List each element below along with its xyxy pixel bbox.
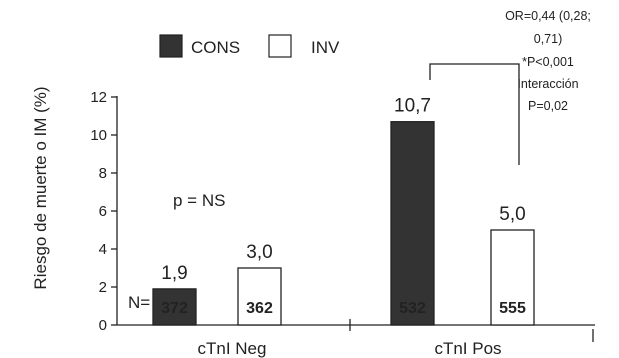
legend-swatch-inv	[268, 34, 292, 58]
annotation-p-ns: p = NS	[173, 191, 225, 210]
category-label-neg: cTnI Neg	[198, 339, 267, 358]
n-label-inv-pos: 555	[499, 300, 526, 317]
category-label-pos: cTnI Pos	[434, 339, 501, 358]
y-tick-label: 2	[99, 279, 107, 296]
y-ticks: 0 2 4 6 8 10 12	[90, 89, 117, 334]
bar-inv-neg	[237, 267, 282, 326]
value-label-cons-pos: 10,7	[394, 96, 431, 117]
value-label-inv-neg: 3,0	[246, 242, 272, 263]
value-label-inv-pos: 5,0	[499, 204, 525, 225]
y-tick-label: 10	[90, 127, 107, 144]
bar-inv-pos	[490, 229, 535, 326]
legend-label-cons: CONS	[191, 38, 240, 57]
annotation-or-line-1: OR=0,44 (0,28;	[505, 9, 591, 23]
y-axis-label: Riesgo de muerte o IM (%)	[31, 86, 50, 289]
value-label-cons-neg: 1,9	[161, 263, 187, 284]
n-label-inv-neg: 362	[246, 300, 273, 317]
annotation-or-line-3: *P<0,001	[522, 55, 574, 69]
y-tick-label: 8	[99, 165, 107, 182]
annotation-or-line-4: Interacción	[517, 77, 578, 91]
n-label-cons-pos: 532	[399, 300, 426, 317]
legend-swatch-cons	[159, 34, 183, 58]
annotation-or-line-2: 0,71)	[534, 32, 563, 46]
bar-cons-neg	[152, 288, 197, 326]
n-prefix: N=	[128, 293, 150, 312]
bar-labels: 1,9 372 10,7 532 3,0 362 5,0 555	[161, 96, 526, 317]
annotation-or-block: OR=0,44 (0,28; 0,71) *P<0,001 Interacció…	[505, 9, 591, 113]
n-label-cons-neg: 372	[161, 300, 188, 317]
y-tick-label: 4	[99, 241, 107, 258]
y-tick-label: 6	[99, 203, 107, 220]
legend: CONS INV	[159, 34, 340, 58]
legend-label-inv: INV	[311, 38, 340, 57]
y-tick-label: 0	[99, 317, 107, 334]
bars	[152, 121, 535, 326]
annotation-or-line-5: P=0,02	[528, 99, 568, 113]
significance-bracket	[429, 63, 520, 165]
y-tick-label: 12	[90, 89, 107, 106]
bar-cons-pos	[390, 121, 435, 326]
